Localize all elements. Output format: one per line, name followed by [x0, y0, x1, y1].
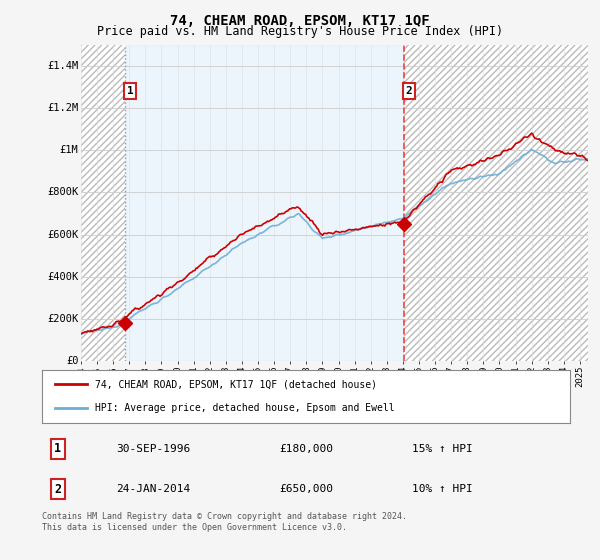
Text: Price paid vs. HM Land Registry's House Price Index (HPI): Price paid vs. HM Land Registry's House …	[97, 25, 503, 38]
Bar	[125, 45, 404, 361]
Text: 1: 1	[54, 442, 61, 455]
Text: 74, CHEAM ROAD, EPSOM, KT17 1QF: 74, CHEAM ROAD, EPSOM, KT17 1QF	[170, 14, 430, 28]
Bar	[81, 45, 125, 361]
Text: £800K: £800K	[47, 188, 79, 198]
Text: £0: £0	[66, 356, 79, 366]
Text: £1.4M: £1.4M	[47, 61, 79, 71]
Text: £600K: £600K	[47, 230, 79, 240]
Text: 30-SEP-1996: 30-SEP-1996	[116, 444, 190, 454]
Text: 2: 2	[406, 86, 412, 96]
Text: £400K: £400K	[47, 272, 79, 282]
Text: £1.2M: £1.2M	[47, 103, 79, 113]
Text: £1M: £1M	[60, 145, 79, 155]
Text: 10% ↑ HPI: 10% ↑ HPI	[412, 484, 472, 494]
Text: Contains HM Land Registry data © Crown copyright and database right 2024.
This d: Contains HM Land Registry data © Crown c…	[42, 512, 407, 532]
Text: 2: 2	[54, 483, 61, 496]
Text: £650,000: £650,000	[280, 484, 334, 494]
Bar	[404, 45, 588, 361]
Text: 1: 1	[127, 86, 133, 96]
Text: £200K: £200K	[47, 314, 79, 324]
Text: 74, CHEAM ROAD, EPSOM, KT17 1QF (detached house): 74, CHEAM ROAD, EPSOM, KT17 1QF (detache…	[95, 380, 377, 390]
Text: 15% ↑ HPI: 15% ↑ HPI	[412, 444, 472, 454]
Text: £180,000: £180,000	[280, 444, 334, 454]
Text: HPI: Average price, detached house, Epsom and Ewell: HPI: Average price, detached house, Epso…	[95, 403, 394, 413]
Text: 24-JAN-2014: 24-JAN-2014	[116, 484, 190, 494]
